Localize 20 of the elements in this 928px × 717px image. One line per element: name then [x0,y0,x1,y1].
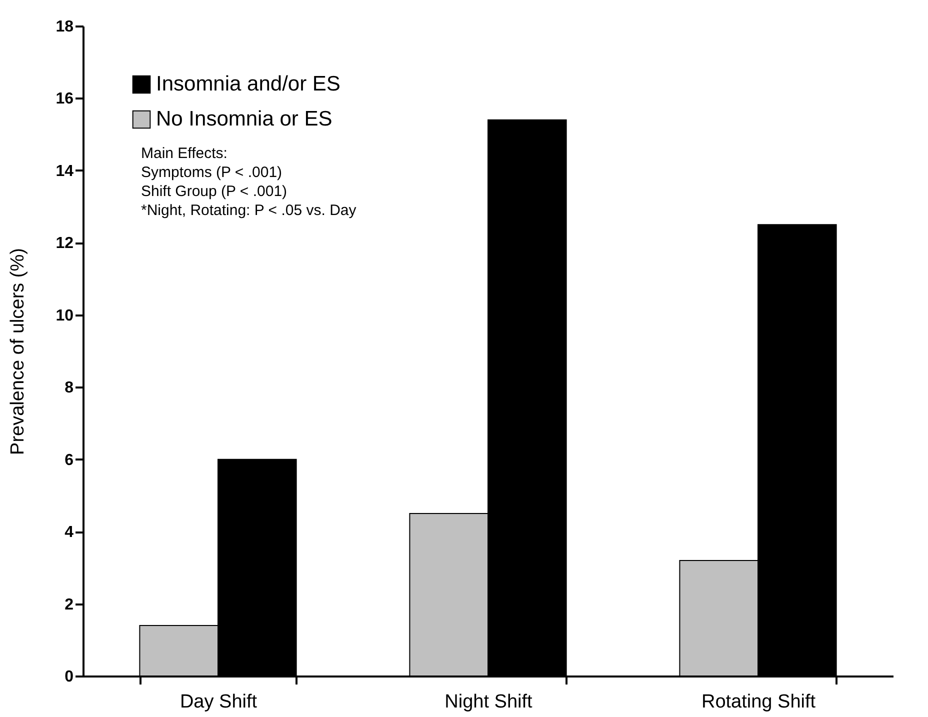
y-tick-label: 14 [56,162,74,180]
x-tick-label: Rotating Shift [701,692,816,712]
y-tick-label: 6 [64,452,74,469]
legend-label: No Insomnia or ES [156,108,332,130]
y-tick-label: 2 [64,596,74,614]
y-tick-label: 18 [56,18,74,36]
annotation: Main Effects: [141,145,228,162]
annotation: *Night, Rotating: P < .05 vs. Day [141,202,357,219]
y-axis-title: Prevalence of ulcers (%) [8,248,29,455]
annotation: Symptoms (P < .001) [141,164,282,181]
y-tick-label: 0 [64,668,74,686]
y-tick-label: 4 [64,524,74,542]
y-tick-label: 16 [56,90,74,108]
x-tick-label: Night Shift [444,692,534,712]
x-tick-label: Day Shift [180,692,258,712]
annotation: Shift Group (P < .001) [141,183,288,200]
y-tick-label: 8 [64,380,74,397]
y-tick-label: 10 [56,307,74,324]
y-tick-label: 12 [56,235,74,252]
legend-label: Insomnia and/or ES [156,72,340,96]
